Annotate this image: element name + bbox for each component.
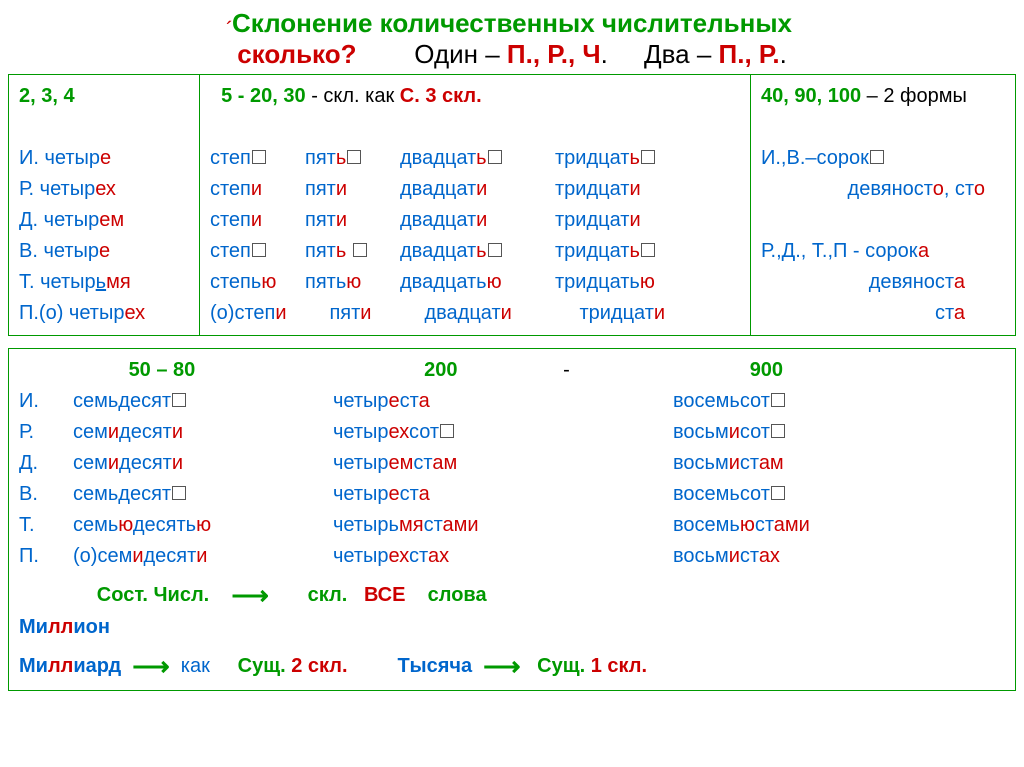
table-row: П.(о)семидесятичетырехстахвосьмистах [19, 541, 1005, 572]
table-row: Р.семидесятичетырехсотвосьмисот [19, 417, 1005, 448]
top-table: 2, 3, 4 И. четыреР. четырехД. четыремВ. … [8, 74, 1016, 336]
table-row: (о)степипятидвадцатитридцати [210, 298, 740, 329]
title-block: Склонение количественных числительных ´ … [8, 8, 1016, 70]
arrow-icon: ⟶ [132, 651, 169, 681]
table-row: Д. четырем [19, 205, 189, 236]
table-row: Д.семидесятичетыремстамвосьмистам [19, 448, 1005, 479]
table-row: степьюпятьюдвадцатьютридцатью [210, 267, 740, 298]
prch2: П., Р. [719, 39, 780, 69]
table-row: В.семьдесятчетыреставосемьсот [19, 479, 1005, 510]
table-row: П.(о) четырех [19, 298, 189, 329]
table-row: степпятьдвадцатьтридцать [210, 143, 740, 174]
prch1: П., Р., Ч [507, 39, 601, 69]
table-row: степипятидвадцатитридцати [210, 205, 740, 236]
arrow-icon: ⟶ [231, 580, 268, 610]
dva-label: Два – [644, 39, 719, 69]
col-40-100: 40, 90, 100 – 2 формы И.,В.–сорок девяно… [751, 75, 1016, 336]
c3r3: Р.,Д., Т.,П - сорок [761, 240, 918, 262]
table-row: И.семьдесятчетыреставосемьсот [19, 386, 1005, 417]
footer-2: Миллион [19, 612, 1005, 643]
c3r1: И.,В.–сорок [761, 147, 869, 169]
footer-1: Сост. Числ. ⟶ скл. ВСЕ слова [19, 572, 1005, 612]
col3-header: 40, 90, 100 – 2 формы [761, 81, 1005, 112]
table-row: Т.семьюдесятьючетырьмястамивосемьюстами [19, 510, 1005, 541]
subtitle: сколько? Один – П., Р., Ч. Два – П., Р.. [8, 39, 1016, 70]
col2-header: 5 - 20, 30 - скл. как С. 3 скл. [210, 81, 740, 112]
arrow-icon: ⟶ [483, 651, 520, 681]
table-row: степпять двадцатьтридцать [210, 236, 740, 267]
main-title: Склонение количественных числительных [8, 8, 1016, 39]
table-row: В. четыре [19, 236, 189, 267]
col-234: 2, 3, 4 И. четыреР. четырехД. четыремВ. … [9, 75, 200, 336]
table-row: Р. четырех [19, 174, 189, 205]
bottom-box: 50 – 80 200 - 900 И.семьдесятчетыреставо… [8, 348, 1016, 691]
table-row: степипятидвадцатитридцати [210, 174, 740, 205]
footer-3: Миллиард ⟶ как Сущ. 2 скл. Тысяча ⟶ Сущ.… [19, 643, 1005, 683]
bottom-header: 50 – 80 200 - 900 [19, 355, 1005, 386]
col-5-30: 5 - 20, 30 - скл. как С. 3 скл. степпять… [200, 75, 751, 336]
table-row: И. четыре [19, 143, 189, 174]
question-word: сколько? [237, 39, 356, 69]
col1-header: 2, 3, 4 [19, 81, 189, 112]
odin-label: Один – [414, 39, 507, 69]
table-row: Т. четырьмя [19, 267, 189, 298]
